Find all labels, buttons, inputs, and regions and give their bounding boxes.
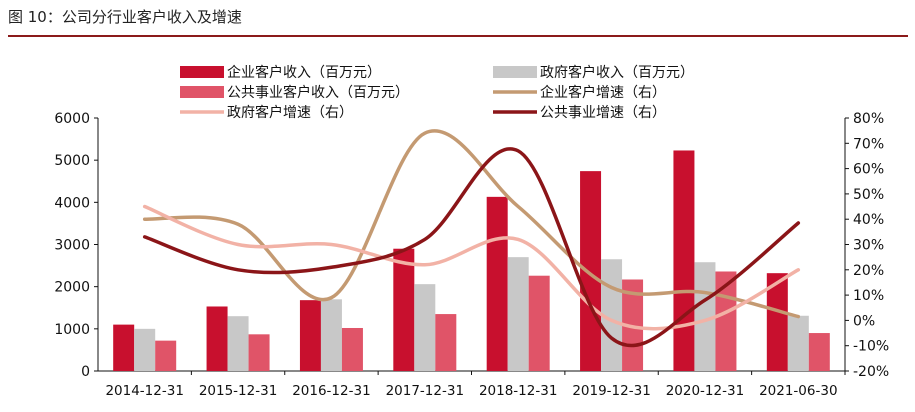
bar-enterprise (299, 300, 321, 371)
y-right-tick-label: -10% (853, 339, 889, 355)
legend-government-growth-label: 政府客户增速（右） (227, 104, 353, 121)
y-left-tick-label: 0 (81, 364, 90, 380)
y-left-tick-label: 2000 (54, 280, 90, 296)
y-left-tick-label: 6000 (54, 111, 90, 127)
x-tick-label: 2016-12-31 (292, 383, 370, 399)
x-tick-label: 2021-06-30 (759, 383, 837, 399)
bar-government (134, 328, 156, 371)
legend-public-growth-label: 公共事业增速（右） (540, 105, 666, 121)
government-growth-line (142, 204, 801, 331)
y-right-tick-label: 20% (853, 263, 884, 279)
legend-public-revenue-label: 公共事业客户收入（百万元） (227, 84, 409, 101)
bar-public (248, 334, 270, 371)
legend-enterprise-revenue-label: 企业客户收入（百万元） (227, 64, 381, 81)
y-left-tick-label: 3000 (54, 238, 90, 254)
y-right-tick-label: 30% (853, 238, 884, 254)
bar-public (528, 275, 550, 371)
x-tick-label: 2014-12-31 (105, 383, 183, 399)
y-left-tick-label: 5000 (54, 153, 90, 169)
y-right-tick-label: 40% (853, 212, 884, 228)
bar-enterprise (206, 306, 228, 371)
bar-public (435, 314, 457, 371)
bar-enterprise (113, 324, 135, 371)
legend-government-revenue-label: 政府客户收入（百万元） (540, 64, 694, 81)
y-right-tick-label: 60% (853, 162, 884, 178)
y-right-tick-label: 0% (853, 313, 875, 329)
legend-government-revenue-swatch (493, 66, 537, 78)
bar-government (414, 284, 436, 371)
y-right-tick-label: 10% (853, 288, 884, 304)
figure-title: 图 10：公司分行业客户收入及增速 (8, 8, 242, 26)
y-left-tick-label: 4000 (54, 195, 90, 211)
bar-government (694, 262, 716, 371)
bar-public (341, 327, 363, 371)
y-right-tick-label: -20% (853, 364, 889, 380)
bar-enterprise (486, 196, 508, 371)
x-tick-label: 2018-12-31 (479, 383, 557, 399)
legend-enterprise-growth-label: 企业客户增速（右） (540, 84, 666, 101)
public-growth-line (142, 147, 801, 348)
x-tick-label: 2020-12-31 (666, 383, 744, 399)
x-tick-label: 2015-12-31 (199, 383, 277, 399)
bar-enterprise (766, 273, 788, 371)
legend-public-revenue-swatch (180, 86, 224, 98)
bar-government (320, 299, 342, 371)
bar-government (787, 315, 809, 371)
x-tick-label: 2017-12-31 (386, 383, 464, 399)
bar-government (507, 257, 529, 371)
bar-government (227, 316, 249, 371)
x-tick-label: 2019-12-31 (572, 383, 650, 399)
legend-enterprise-revenue-swatch (180, 66, 224, 78)
bar-enterprise (673, 150, 695, 371)
title-divider (8, 35, 908, 37)
bar-public (155, 340, 177, 371)
bar-enterprise (393, 248, 415, 371)
y-right-tick-label: 50% (853, 187, 884, 203)
y-right-tick-label: 70% (853, 136, 884, 152)
bar-enterprise (580, 171, 602, 371)
bar-public (808, 333, 830, 371)
y-left-tick-label: 1000 (54, 322, 90, 338)
enterprise-growth-line (142, 129, 801, 319)
y-right-tick-label: 80% (853, 111, 884, 127)
